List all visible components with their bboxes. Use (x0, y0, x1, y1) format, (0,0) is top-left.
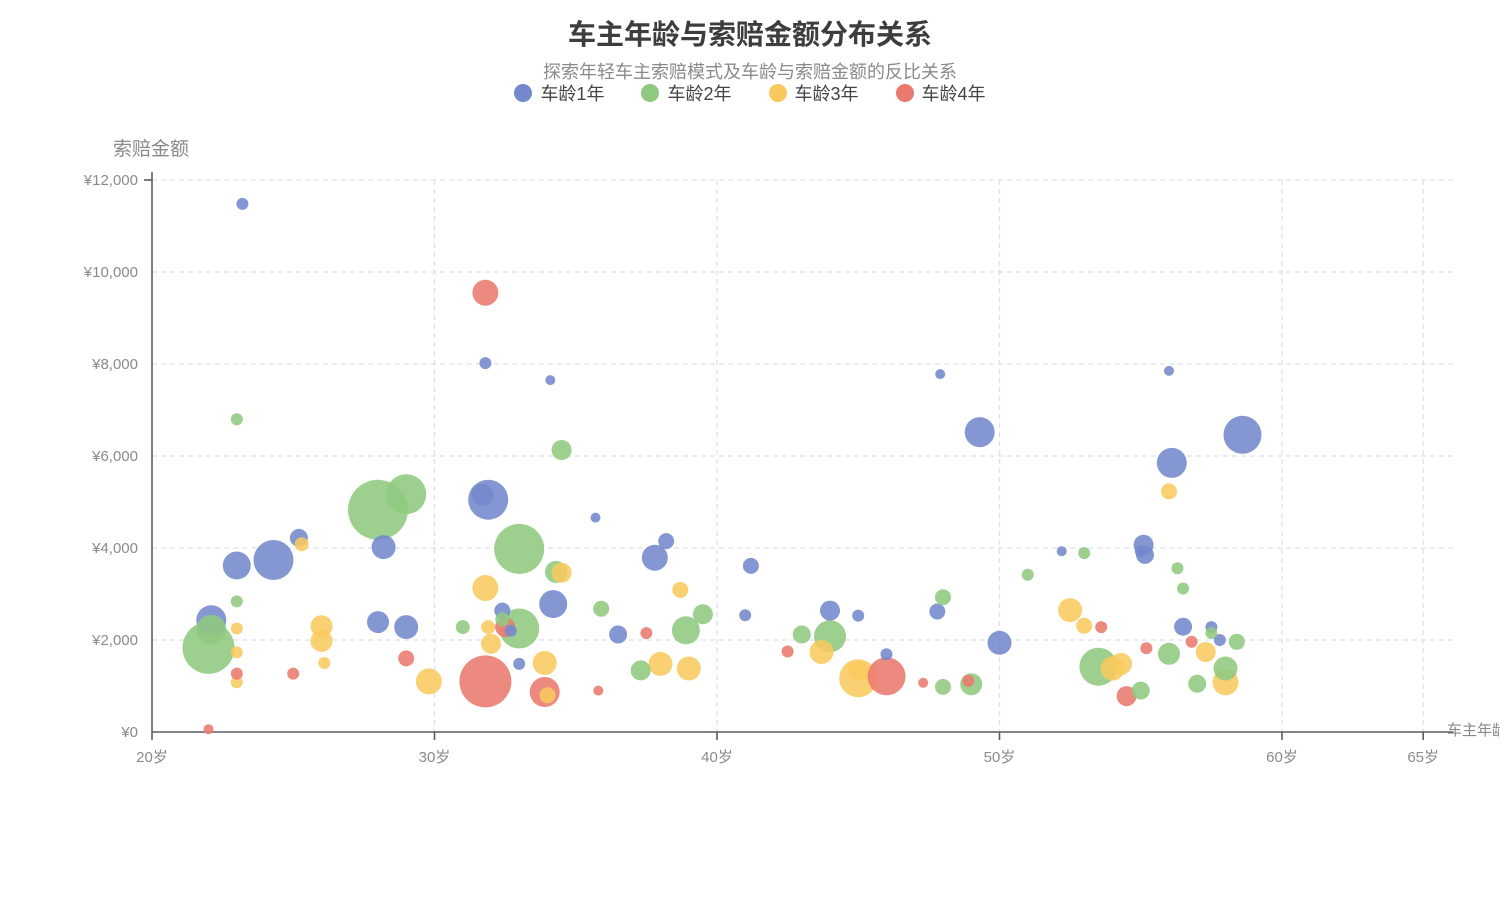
svg-text:50岁: 50岁 (984, 749, 1016, 766)
svg-text:¥2,000: ¥2,000 (91, 632, 138, 649)
svg-text:65岁: 65岁 (1407, 749, 1439, 766)
svg-text:40岁: 40岁 (701, 749, 733, 766)
svg-text:30岁: 30岁 (419, 749, 451, 766)
svg-text:60岁: 60岁 (1266, 749, 1298, 766)
svg-text:¥0: ¥0 (120, 724, 138, 741)
svg-text:¥10,000: ¥10,000 (83, 264, 138, 281)
svg-text:¥4,000: ¥4,000 (91, 540, 138, 557)
svg-text:20岁: 20岁 (136, 749, 168, 766)
svg-text:¥8,000: ¥8,000 (91, 356, 138, 373)
svg-text:¥6,000: ¥6,000 (91, 448, 138, 465)
svg-text:¥12,000: ¥12,000 (83, 172, 138, 189)
